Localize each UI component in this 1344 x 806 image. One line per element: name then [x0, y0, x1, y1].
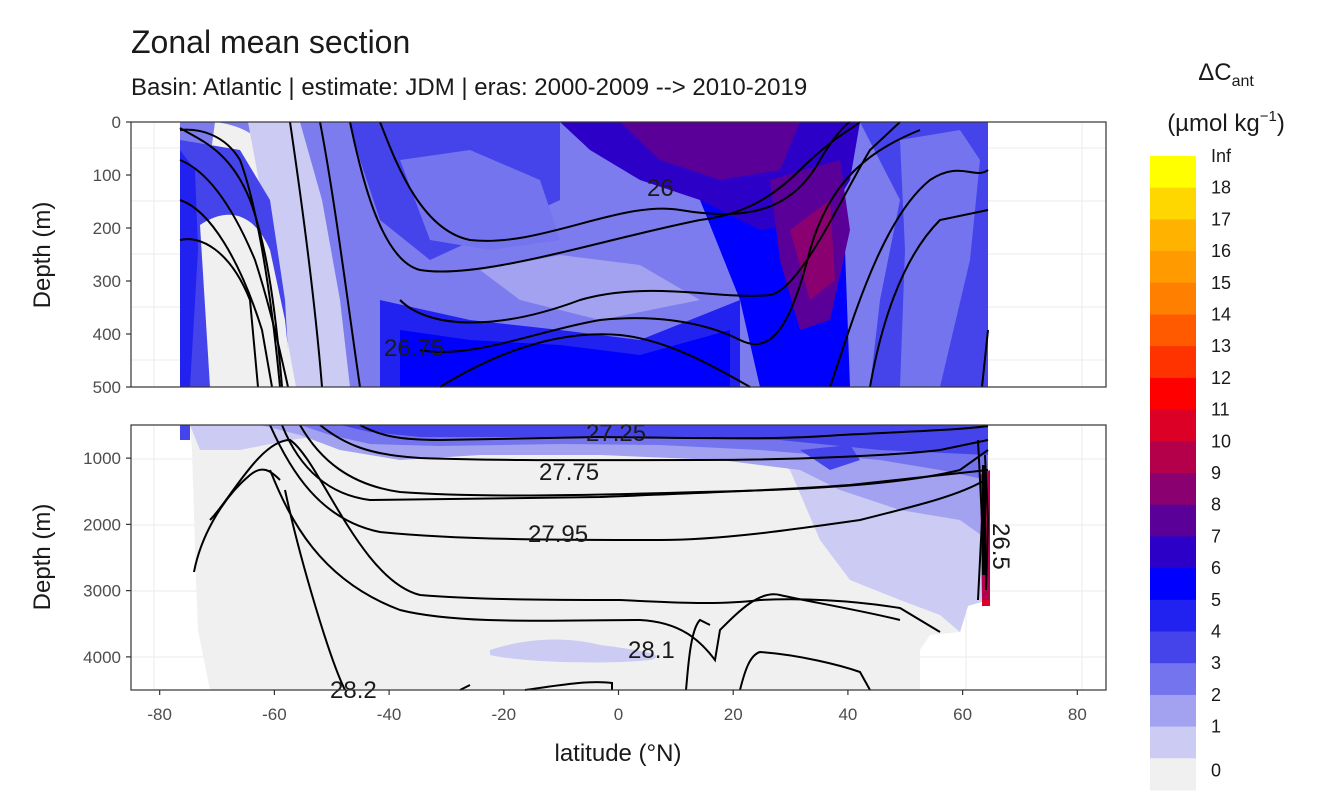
x-tick-label: -20: [492, 705, 517, 724]
legend-units-sup: −1: [1260, 108, 1277, 125]
x-tick-label: -60: [262, 705, 287, 724]
x-axis: -80 -60 -40 -20 0 20 40 60 80: [147, 690, 1087, 724]
legend-key: [1150, 441, 1196, 474]
legend-key: [1150, 314, 1196, 347]
lower-panel: 27.25 27.75 27.95 28.1 28.2 26.5: [130, 420, 1107, 704]
legend-label: 8: [1211, 495, 1221, 515]
legend-label: 15: [1211, 273, 1231, 293]
y-axis-upper: 0 100 200 300 400 500: [93, 113, 131, 397]
legend-key: [1150, 346, 1196, 379]
contour-label-27-95: 27.95: [528, 521, 588, 548]
legend: ΔCant (µmol kg−1) Inf1817161514131211109…: [1150, 59, 1285, 791]
legend-key: [1150, 156, 1196, 189]
legend-units: (µmol kg−1): [1167, 108, 1285, 137]
contour-label-27-25: 27.25: [586, 420, 646, 447]
x-tick-label: 0: [614, 705, 623, 724]
upper-panel-border: [130, 121, 1107, 388]
legend-key: [1150, 694, 1196, 728]
legend-label: 10: [1211, 431, 1231, 451]
x-tick-label: 20: [724, 705, 743, 724]
chart-title: Zonal mean section: [131, 24, 411, 60]
y-axis-title-lower: Depth (m): [29, 504, 56, 611]
lower-left-edge-band: [982, 465, 986, 575]
y-tick-label: 100: [93, 166, 121, 185]
contour-label-26-5: 26.5: [987, 523, 1014, 570]
legend-key: [1150, 251, 1196, 284]
y-tick-label: 1000: [83, 449, 121, 468]
legend-key: [1150, 536, 1196, 569]
upper-anomaly-fill: [180, 122, 988, 387]
legend-key: [1150, 599, 1196, 632]
y-tick-label: 300: [93, 272, 121, 291]
legend-label: 17: [1211, 209, 1231, 229]
legend-label: 9: [1211, 463, 1221, 483]
legend-units-prefix: (µmol kg: [1167, 110, 1260, 137]
contour-label-28-1: 28.1: [628, 637, 675, 664]
y-tick-label: 200: [93, 219, 121, 238]
legend-key: [1150, 187, 1196, 220]
legend-key: [1150, 473, 1196, 506]
legend-key: [1150, 282, 1196, 315]
upper-isopycnals: [179, 121, 989, 388]
x-tick-label: 80: [1068, 705, 1087, 724]
contour-label-26: 26: [647, 175, 674, 202]
legend-label: 1: [1211, 717, 1221, 737]
legend-label: 2: [1211, 685, 1221, 705]
contour-label-27-75: 27.75: [539, 459, 599, 486]
legend-key: [1150, 219, 1196, 252]
legend-label: 4: [1211, 622, 1221, 642]
x-tick-label: 40: [838, 705, 857, 724]
legend-label: 12: [1211, 368, 1231, 388]
legend-key: [1150, 758, 1196, 791]
legend-label: 6: [1211, 558, 1221, 578]
legend-key: [1150, 504, 1196, 537]
x-tick-label: -80: [147, 705, 172, 724]
y-tick-label: 400: [93, 325, 121, 344]
x-tick-label: -40: [377, 705, 402, 724]
x-tick-label: 60: [953, 705, 972, 724]
y-tick-label: 4000: [83, 648, 121, 667]
legend-key: [1150, 631, 1196, 664]
legend-title: ΔCant: [1198, 59, 1254, 90]
legend-key: [1150, 568, 1196, 601]
y-axis-title-upper: Depth (m): [29, 202, 56, 309]
legend-label: 11: [1211, 400, 1230, 420]
legend-label: 14: [1211, 305, 1231, 325]
legend-key: [1150, 726, 1196, 759]
y-tick-label: 0: [112, 113, 121, 132]
legend-label: Inf: [1211, 146, 1232, 166]
legend-label: 5: [1211, 590, 1221, 610]
lower-isopycnals: [193, 424, 990, 691]
legend-label: 16: [1211, 241, 1231, 261]
y-tick-label: 3000: [83, 582, 121, 601]
legend-key: [1150, 409, 1196, 442]
upper-panel: 26 26.75: [130, 121, 1107, 388]
legend-label: 7: [1211, 526, 1221, 546]
y-tick-label: 500: [93, 378, 121, 397]
y-axis-lower: 1000 2000 3000 4000: [83, 449, 131, 667]
chart-subtitle: Basin: Atlantic | estimate: JDM | eras: …: [131, 74, 808, 101]
legend-title-sub: ant: [1232, 73, 1255, 90]
legend-label: 3: [1211, 653, 1221, 673]
legend-label: 13: [1211, 336, 1231, 356]
legend-label: 0: [1211, 760, 1221, 780]
legend-key: [1150, 663, 1196, 696]
legend-title-main: ΔC: [1198, 59, 1231, 86]
contour-label-26-75: 26.75: [384, 335, 444, 362]
legend-label: 18: [1211, 178, 1231, 198]
y-tick-label: 2000: [83, 515, 121, 534]
legend-units-suffix: ): [1277, 110, 1285, 137]
legend-key: [1150, 377, 1196, 411]
x-axis-title: latitude (°N): [555, 740, 682, 767]
